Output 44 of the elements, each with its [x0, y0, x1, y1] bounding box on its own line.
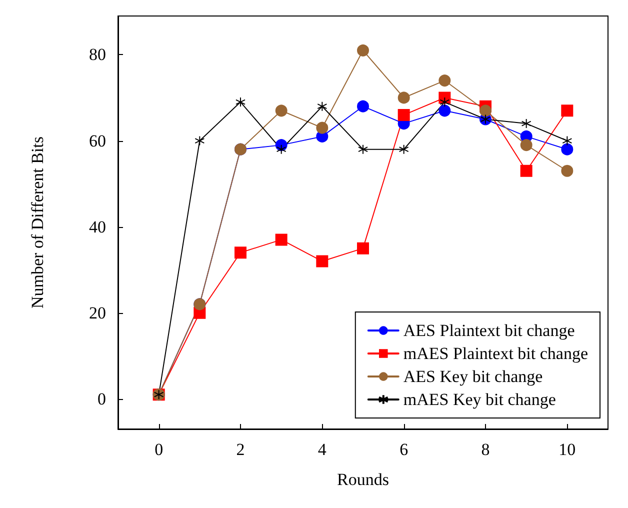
- point: [357, 44, 369, 56]
- point: [561, 143, 574, 156]
- point: [276, 144, 286, 154]
- point: [520, 164, 532, 177]
- legend-label: mAES Plaintext bit change: [403, 344, 588, 363]
- x-tick-label: 4: [318, 440, 327, 459]
- legend-label: AES Plaintext bit change: [403, 321, 575, 340]
- point: [358, 144, 368, 154]
- legend-label: mAES Key bit change: [403, 390, 556, 409]
- point: [398, 92, 410, 104]
- y-tick-label: 0: [98, 389, 106, 408]
- point: [275, 234, 288, 246]
- point: [398, 144, 409, 154]
- legend-label: AES Key bit change: [403, 367, 543, 386]
- y-tick-label: 60: [89, 131, 106, 150]
- point: [317, 101, 328, 112]
- y-tick-label: 80: [89, 45, 106, 64]
- point: [398, 108, 410, 121]
- x-tick-label: 2: [236, 440, 245, 459]
- point: [562, 136, 572, 146]
- y-axis-title: Number of Different Bits: [28, 136, 47, 309]
- y-tick-label: 20: [89, 303, 106, 322]
- x-axis-title: Rounds: [337, 470, 389, 489]
- point: [194, 136, 205, 146]
- point: [234, 246, 246, 259]
- point: [236, 97, 246, 108]
- point: [438, 74, 451, 87]
- point: [316, 255, 328, 268]
- x-tick-label: 10: [558, 440, 576, 459]
- point: [521, 118, 532, 129]
- x-tick-label: 0: [154, 440, 164, 459]
- point: [275, 104, 288, 117]
- point: [561, 164, 574, 177]
- point: [438, 104, 451, 117]
- x-tick-label: 8: [481, 440, 490, 459]
- point: [480, 104, 492, 117]
- point: [440, 97, 450, 108]
- point: [520, 139, 532, 152]
- point: [357, 242, 369, 254]
- y-tick-label: 40: [89, 217, 106, 236]
- point: [316, 122, 328, 134]
- x-tick-label: 6: [400, 440, 408, 459]
- point: [357, 100, 369, 112]
- point: [561, 104, 574, 117]
